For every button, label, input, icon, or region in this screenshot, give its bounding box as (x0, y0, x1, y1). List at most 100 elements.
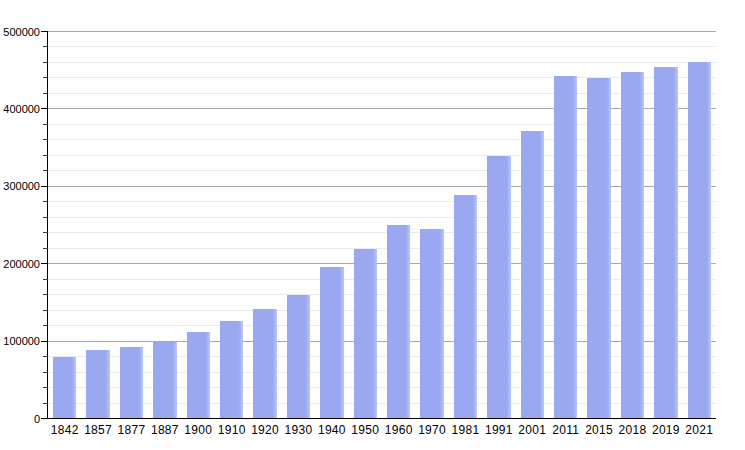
minor-tick (43, 77, 48, 78)
bar-2015 (587, 78, 610, 418)
major-tick (41, 418, 48, 419)
minor-tick (43, 325, 48, 326)
y-tick-label-0: 0 (0, 413, 40, 425)
minor-gridline (48, 294, 716, 295)
minor-gridline (48, 217, 716, 218)
x-tick-label-1930: 1930 (282, 423, 315, 437)
minor-tick (43, 387, 48, 388)
x-tick-label-1887: 1887 (148, 423, 181, 437)
bar-1900 (187, 332, 210, 418)
minor-gridline (48, 356, 716, 357)
bar-2011 (554, 76, 577, 418)
major-gridline (48, 263, 716, 264)
x-tick-label-1910: 1910 (215, 423, 248, 437)
y-axis-line (47, 31, 49, 419)
minor-gridline (48, 325, 716, 326)
minor-tick (43, 201, 48, 202)
minor-tick (43, 62, 48, 63)
x-tick-label-2019: 2019 (649, 423, 682, 437)
bar-1877 (120, 347, 143, 418)
minor-gridline (48, 155, 716, 156)
minor-tick (43, 372, 48, 373)
minor-gridline (48, 279, 716, 280)
major-gridline (48, 31, 716, 32)
minor-tick (43, 46, 48, 47)
major-gridline (48, 108, 716, 109)
bar-1842 (53, 357, 76, 418)
x-tick-label-1970: 1970 (415, 423, 448, 437)
major-tick (41, 31, 48, 32)
x-tick-label-1900: 1900 (182, 423, 215, 437)
major-gridline (48, 341, 716, 342)
minor-tick (43, 279, 48, 280)
y-tick-label-400000: 400000 (0, 103, 40, 115)
minor-tick (43, 139, 48, 140)
bar-1857 (86, 350, 109, 418)
minor-tick (43, 294, 48, 295)
bar-1887 (153, 342, 176, 418)
minor-gridline (48, 46, 716, 47)
bar-2018 (621, 72, 644, 418)
x-tick-label-2021: 2021 (683, 423, 716, 437)
plot-area (48, 31, 716, 418)
x-tick-label-1940: 1940 (315, 423, 348, 437)
minor-tick (43, 124, 48, 125)
minor-tick (43, 232, 48, 233)
bar-1960 (387, 225, 410, 418)
minor-tick (43, 155, 48, 156)
x-tick-label-1857: 1857 (81, 423, 114, 437)
major-tick (41, 263, 48, 264)
bar-2021 (688, 62, 711, 418)
bar-1950 (354, 249, 377, 418)
x-tick-label-1842: 1842 (48, 423, 81, 437)
minor-tick (43, 170, 48, 171)
minor-gridline (48, 139, 716, 140)
minor-tick (43, 356, 48, 357)
minor-gridline (48, 232, 716, 233)
minor-tick (43, 217, 48, 218)
minor-gridline (48, 248, 716, 249)
minor-gridline (48, 201, 716, 202)
x-tick-label-1877: 1877 (115, 423, 148, 437)
bar-1940 (320, 267, 343, 418)
y-tick-label-200000: 200000 (0, 258, 40, 270)
minor-gridline (48, 372, 716, 373)
x-tick-label-2015: 2015 (582, 423, 615, 437)
major-tick (41, 341, 48, 342)
x-axis-line (47, 418, 717, 420)
minor-tick (43, 93, 48, 94)
minor-tick (43, 310, 48, 311)
bar-1910 (220, 321, 243, 418)
minor-gridline (48, 403, 716, 404)
population-bar-chart: 0 100000 200000 300000 400000 500000 18421857… (0, 0, 745, 450)
x-tick-label-1991: 1991 (482, 423, 515, 437)
bar-1920 (253, 309, 276, 418)
minor-tick (43, 248, 48, 249)
minor-tick (43, 403, 48, 404)
minor-gridline (48, 387, 716, 388)
minor-gridline (48, 62, 716, 63)
bar-1970 (420, 229, 443, 418)
y-tick-label-500000: 500000 (0, 26, 40, 38)
y-tick-label-300000: 300000 (0, 180, 40, 192)
major-gridline (48, 186, 716, 187)
minor-gridline (48, 310, 716, 311)
x-tick-label-2011: 2011 (549, 423, 582, 437)
minor-gridline (48, 170, 716, 171)
y-tick-label-100000: 100000 (0, 335, 40, 347)
x-tick-label-1981: 1981 (449, 423, 482, 437)
major-tick (41, 186, 48, 187)
x-tick-label-2018: 2018 (616, 423, 649, 437)
x-tick-label-1960: 1960 (382, 423, 415, 437)
bar-2019 (654, 67, 677, 418)
bar-1930 (287, 295, 310, 418)
bar-1981 (454, 195, 477, 418)
x-tick-label-1920: 1920 (248, 423, 281, 437)
x-tick-label-2001: 2001 (516, 423, 549, 437)
bar-2001 (521, 131, 544, 418)
bar-1991 (487, 156, 510, 418)
major-tick (41, 108, 48, 109)
x-tick-label-1950: 1950 (349, 423, 382, 437)
minor-gridline (48, 124, 716, 125)
minor-gridline (48, 77, 716, 78)
